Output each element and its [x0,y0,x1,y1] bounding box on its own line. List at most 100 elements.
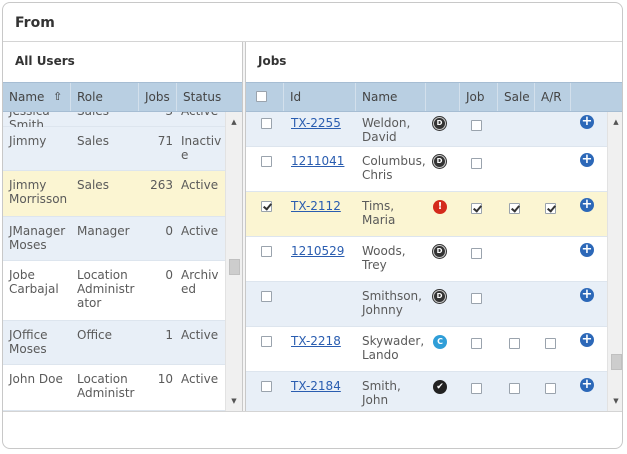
job-id-link[interactable]: TX-2255 [291,116,341,130]
jobs-scroll-thumb[interactable] [611,354,622,370]
user-jobs: 0 [165,224,173,238]
plus-circle-icon[interactable]: + [580,152,594,167]
job-flag-checkbox[interactable] [471,293,482,304]
ar-flag-checkbox[interactable] [545,203,556,214]
job-flag-checkbox[interactable] [471,120,482,131]
job-flag-checkbox[interactable] [471,248,482,259]
user-name: JManager Moses [9,224,66,252]
job-row[interactable]: TX-2255 Weldon, David D + [246,112,607,147]
user-role: Office [77,328,113,342]
user-jobs: 10 [157,372,173,386]
column-header-id[interactable]: Id [284,83,356,111]
job-id-link[interactable]: 1211041 [291,154,345,168]
job-select-checkbox[interactable] [261,156,272,167]
column-header-status[interactable]: Status [183,90,222,104]
job-select-checkbox[interactable] [261,118,272,129]
job-row[interactable]: 1211041 Columbus, Chris D + [246,147,607,192]
user-row[interactable]: JManager Moses Manager 0 Active [3,217,225,261]
scroll-down-arrow-icon[interactable]: ▼ [231,397,237,405]
plus-circle-icon[interactable]: + [580,332,594,347]
panel-splitter[interactable] [242,42,245,411]
checkmark-status-icon: ✔ [433,380,447,394]
user-row[interactable]: Jessica SmithSales3Active [3,112,225,132]
column-header-select [246,83,284,111]
job-select-checkbox[interactable] [261,381,272,392]
job-customer-name: Weldon, David [362,116,411,144]
job-row[interactable]: TX-2218 Skywader, Lando C + [246,327,607,372]
sort-arrow-icon: ⇧ [53,90,63,103]
user-row[interactable]: John Doe Location Administr 10 Active [3,365,225,411]
jobs-grid-body: TX-2255 Weldon, David D +1211041 Columbus, C… [246,112,607,411]
job-flag-checkbox[interactable] [471,383,482,394]
user-row[interactable]: JOffice Moses Office 1 Active [3,321,225,365]
column-header-actions [571,83,622,111]
user-status: Active [181,328,219,342]
user-jobs: 0 [165,268,173,282]
scroll-up-arrow-icon[interactable]: ▲ [613,118,619,126]
user-row[interactable]: Jobe Carbajal Location Administr ator 0 Arc… [3,261,225,321]
plus-circle-icon[interactable]: + [580,377,594,392]
user-status: Archiv ed [181,268,219,296]
sale-flag-checkbox[interactable] [509,338,520,349]
ar-flag-checkbox[interactable] [545,338,556,349]
user-role: Manager [77,224,130,238]
column-header-name[interactable]: Name ⇧ [3,83,71,111]
scroll-down-arrow-icon[interactable]: ▼ [613,397,619,405]
job-row[interactable]: TX-2112 Tims, Maria! + [246,192,607,237]
job-select-checkbox[interactable] [261,336,272,347]
job-flag-checkbox[interactable] [471,158,482,169]
job-id-link[interactable]: TX-2112 [291,199,341,213]
jobs-scrollbar[interactable]: ▲ ▼ [607,112,622,411]
user-name: Jimmy [9,134,47,148]
users-grid-header: Name ⇧ Role Jobs Status [3,82,242,112]
user-role: Sales [77,178,109,192]
column-header-job-name[interactable]: Name [356,83,426,111]
job-flag-checkbox[interactable] [471,338,482,349]
job-row[interactable]: 1210529 Woods, Trey D + [246,237,607,282]
job-id-link[interactable]: 1210529 [291,244,345,258]
job-customer-name: Columbus, Chris [362,154,426,182]
sale-flag-checkbox[interactable] [509,383,520,394]
sale-flag-checkbox[interactable] [509,203,520,214]
job-flag-checkbox[interactable] [471,203,482,214]
job-select-checkbox[interactable] [261,201,272,212]
plus-circle-icon[interactable]: + [580,197,594,212]
column-header-ar[interactable]: A/R [535,83,571,111]
jobs-panel-title: Jobs [258,54,287,68]
plus-circle-icon[interactable]: + [580,114,594,129]
jobs-panel: Jobs Id Name Job Sale A/R TX-2255 Weldon,… [245,42,622,411]
user-status: Inactiv e [181,134,222,162]
user-row[interactable]: Jimmy Morrisson Sales 263 Active [3,171,225,217]
job-row[interactable]: TX-2184 Smith, John ✔ + [246,372,607,411]
dispatch-status-icon: D [433,117,446,130]
user-role: Location Administr ator [77,268,135,310]
user-name: Jobe Carbajal [9,268,59,296]
dispatch-status-icon: D [433,245,446,258]
user-role: Sales [77,134,109,148]
ar-flag-checkbox[interactable] [545,383,556,394]
column-header-role[interactable]: Role [71,83,139,111]
job-row[interactable]: Smithson, Johnny D + [246,282,607,327]
user-row[interactable]: Jimmy Sales 71 Inactiv e [3,127,225,171]
user-status: Active [181,112,225,118]
job-select-checkbox[interactable] [261,291,272,302]
scroll-up-arrow-icon[interactable]: ▲ [231,118,237,126]
job-id-link[interactable]: TX-2218 [291,334,341,348]
column-header-sale[interactable]: Sale [498,83,535,111]
dialog-header: From [3,3,622,42]
alert-status-icon: ! [433,200,447,214]
plus-circle-icon[interactable]: + [580,287,594,302]
column-header-jobs[interactable]: Jobs [139,83,177,111]
users-scrollbar[interactable]: ▲ ▼ [225,112,242,411]
user-jobs: 263 [150,178,173,192]
user-name: JOffice Moses [9,328,48,356]
job-id-link[interactable]: TX-2184 [291,379,341,393]
job-select-checkbox[interactable] [261,246,272,257]
dialog-footer [3,411,622,448]
users-scroll-thumb[interactable] [229,259,240,275]
job-customer-name: Tims, Maria [362,199,396,227]
plus-circle-icon[interactable]: + [580,242,594,257]
column-header-job[interactable]: Job [460,83,498,111]
jobs-grid-header: Id Name Job Sale A/R [246,82,622,112]
select-all-checkbox[interactable] [256,91,267,102]
